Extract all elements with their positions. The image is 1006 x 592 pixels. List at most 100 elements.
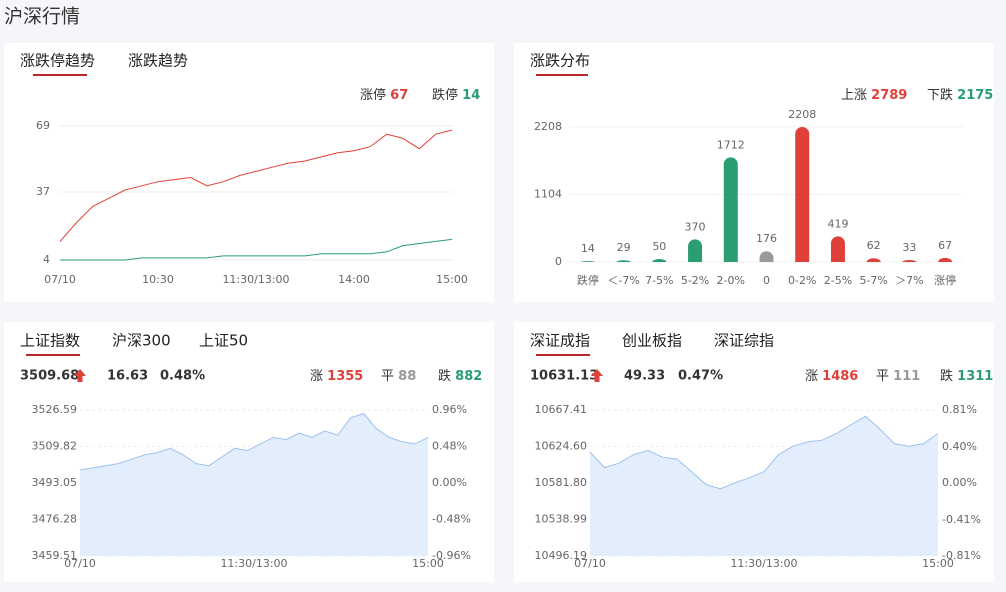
bar bbox=[688, 239, 703, 262]
up-arrow bbox=[591, 369, 603, 382]
bar bbox=[795, 127, 810, 263]
bar bbox=[580, 261, 595, 262]
y2-tick-label: 0.40% bbox=[942, 440, 977, 453]
up-arrow bbox=[74, 369, 86, 382]
y-tick-label: 3526.59 bbox=[32, 403, 78, 416]
breadth-value: 1311 bbox=[957, 369, 993, 384]
breadth-value: 88 bbox=[398, 369, 416, 384]
x-tick-label: 涨停 bbox=[934, 273, 956, 287]
y-tick-label: 2208 bbox=[534, 120, 562, 133]
index-change-pct: 0.48% bbox=[160, 369, 205, 384]
summary-value: 2175 bbox=[957, 88, 993, 103]
summary-label: 上涨 bbox=[841, 88, 867, 103]
x-tick-label: 7-5% bbox=[645, 274, 673, 287]
x-tick-label: ＜-7% bbox=[607, 274, 639, 287]
y-tick-label: 3459.51 bbox=[32, 549, 78, 562]
area-fill bbox=[80, 413, 428, 556]
legend-value: 14 bbox=[462, 88, 480, 103]
summary: 上涨 2789 bbox=[841, 88, 907, 103]
x-tick-label: 15:00 bbox=[922, 557, 954, 570]
breadth: 涨 1486 bbox=[805, 369, 858, 384]
x-tick-label: 2-0% bbox=[717, 274, 745, 287]
tab[interactable]: 涨跌分布 bbox=[530, 52, 590, 70]
y-tick-label: 10538.99 bbox=[535, 513, 588, 526]
breadth-value: 1355 bbox=[327, 369, 363, 384]
x-tick-label: 5-7% bbox=[859, 274, 887, 287]
value-label: 370 bbox=[685, 220, 706, 233]
y-tick-label: 69 bbox=[36, 119, 50, 132]
tab[interactable]: 涨跌趋势 bbox=[128, 52, 188, 70]
tab[interactable]: 上证50 bbox=[199, 332, 248, 350]
tab[interactable]: 涨跌停趋势 bbox=[20, 52, 95, 70]
x-tick-label: 07/10 bbox=[44, 273, 76, 286]
summary-label: 下跌 bbox=[927, 87, 953, 103]
y-tick-label: 10667.41 bbox=[535, 403, 588, 416]
x-tick-label: 0 bbox=[763, 274, 770, 287]
tab[interactable]: 沪深300 bbox=[112, 332, 171, 350]
value-label: 2208 bbox=[788, 108, 816, 121]
x-tick-label: 11:30/13:00 bbox=[730, 557, 797, 570]
index-price: 10631.13 bbox=[530, 369, 598, 384]
breadth-label: 涨 bbox=[805, 369, 818, 384]
series-line bbox=[60, 238, 453, 261]
panel bbox=[514, 43, 994, 302]
tab[interactable]: 创业板指 bbox=[622, 332, 682, 350]
page-title: 沪深行情 bbox=[4, 6, 80, 28]
tab[interactable]: 深证综指 bbox=[714, 332, 774, 350]
value-label: 67 bbox=[938, 239, 952, 252]
legend-entry: 涨停 67 bbox=[360, 87, 408, 103]
y2-tick-label: 0.00% bbox=[942, 476, 977, 489]
x-tick-label: 跌停 bbox=[577, 273, 599, 287]
value-label: 419 bbox=[827, 217, 848, 230]
bar bbox=[938, 257, 953, 262]
summary-value: 2789 bbox=[871, 88, 907, 103]
value-label: 33 bbox=[902, 241, 916, 254]
breadth-value: 111 bbox=[893, 369, 920, 384]
y2-tick-label: 0.48% bbox=[432, 440, 467, 453]
bar bbox=[723, 157, 738, 262]
breadth: 跌 882 bbox=[438, 368, 482, 384]
legend-value: 67 bbox=[390, 88, 408, 103]
value-label: 29 bbox=[617, 241, 631, 254]
y-tick-label: 1104 bbox=[534, 188, 562, 201]
x-tick-label: 10:30 bbox=[142, 273, 174, 286]
breadth-label: 涨 bbox=[310, 369, 323, 384]
y2-tick-label: -0.96% bbox=[432, 549, 471, 562]
legend-entry: 跌停 14 bbox=[432, 87, 480, 103]
value-label: 62 bbox=[867, 239, 881, 252]
breadth-label: 跌 bbox=[940, 368, 953, 384]
y-tick-label: 4 bbox=[43, 253, 50, 266]
x-tick-label: 15:00 bbox=[436, 273, 468, 286]
x-tick-label: 11:30/13:00 bbox=[220, 557, 287, 570]
breadth-value: 1486 bbox=[822, 369, 858, 384]
x-tick-label: ＞7% bbox=[895, 274, 923, 287]
area-line bbox=[589, 415, 939, 490]
bar bbox=[616, 260, 631, 262]
bar bbox=[830, 236, 845, 262]
x-tick-label: 14:00 bbox=[338, 273, 370, 286]
breadth-label: 平 bbox=[381, 369, 394, 384]
x-tick-label: 07/10 bbox=[64, 557, 96, 570]
index-change: 16.63 bbox=[107, 369, 148, 384]
breadth: 平 111 bbox=[876, 369, 920, 384]
x-tick-label: 15:00 bbox=[412, 557, 444, 570]
value-label: 176 bbox=[756, 232, 777, 245]
x-tick-label: 0-2% bbox=[788, 274, 816, 287]
bar bbox=[866, 258, 881, 262]
value-label: 50 bbox=[652, 240, 666, 253]
index-change-pct: 0.47% bbox=[678, 369, 723, 384]
tab[interactable]: 上证指数 bbox=[20, 332, 80, 350]
area-fill bbox=[590, 416, 938, 556]
tab[interactable]: 深证成指 bbox=[530, 332, 590, 350]
x-tick-label: 5-2% bbox=[681, 274, 709, 287]
y-tick-label: 10624.60 bbox=[535, 440, 588, 453]
panel bbox=[4, 43, 494, 302]
breadth: 涨 1355 bbox=[310, 369, 363, 384]
y-tick-label: 3509.82 bbox=[32, 440, 78, 453]
y2-tick-label: 0.00% bbox=[432, 476, 467, 489]
value-label: 1712 bbox=[717, 138, 745, 151]
bar bbox=[652, 258, 667, 262]
y2-tick-label: -0.81% bbox=[942, 549, 981, 562]
tab-underline bbox=[536, 74, 588, 76]
